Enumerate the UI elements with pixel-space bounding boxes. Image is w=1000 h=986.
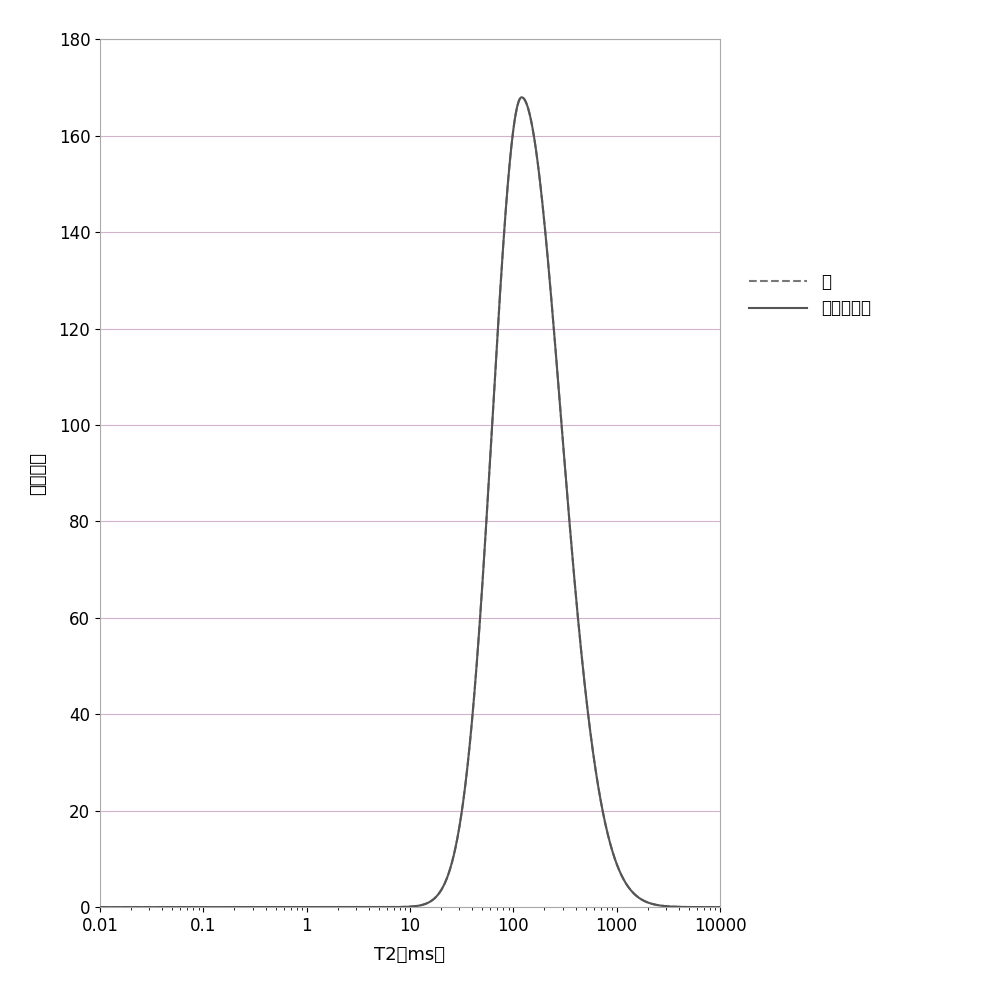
Legend: 油, 油和氯化锄: 油, 油和氯化锄 [741, 264, 879, 325]
油和氯化锄 [557, 434, 569, 446]
油和氯化锄 [714, 901, 726, 913]
油 [466, 717, 478, 729]
油 [207, 901, 219, 913]
油 [516, 92, 528, 104]
油和氯化锄 [331, 901, 343, 913]
油和氯化锄 [466, 717, 478, 729]
Line: 油: 油 [100, 98, 720, 907]
油和氯化锄 [207, 901, 219, 913]
油和氯化锄 [94, 901, 106, 913]
油和氯化锄 [604, 836, 616, 848]
Y-axis label: 信号幅度: 信号幅度 [29, 452, 47, 495]
油 [331, 901, 343, 913]
油 [94, 901, 106, 913]
油 [604, 836, 616, 848]
油和氯化锄 [497, 240, 509, 251]
油和氯化锄 [516, 92, 528, 104]
油 [497, 240, 509, 251]
油 [714, 901, 726, 913]
X-axis label: T2（ms）: T2（ms） [374, 946, 446, 964]
Line: 油和氯化锄: 油和氯化锄 [100, 98, 720, 907]
油 [557, 434, 569, 446]
